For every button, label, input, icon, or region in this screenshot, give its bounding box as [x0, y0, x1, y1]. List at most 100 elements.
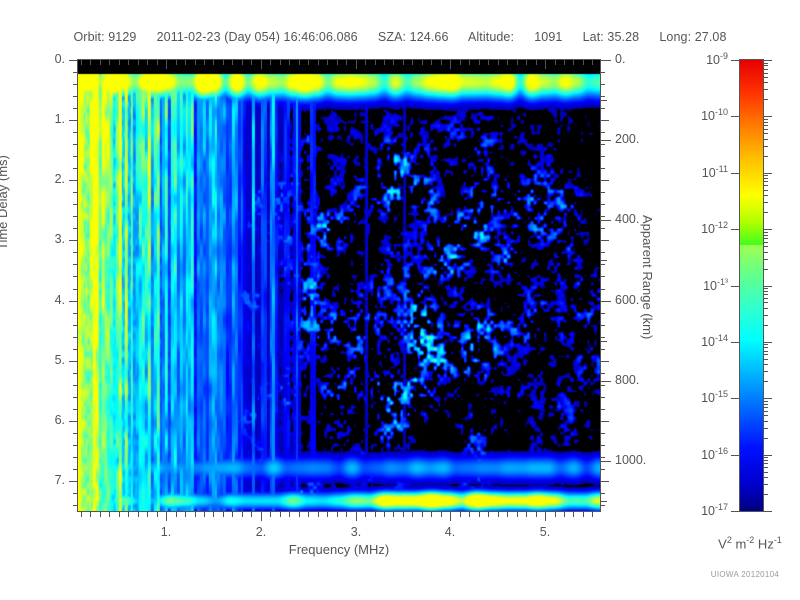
x-minor-tick	[469, 512, 470, 517]
y2-tick-label: 0.	[615, 52, 626, 66]
x-axis-title: Frequency (MHz)	[288, 542, 390, 557]
y-minor-tick	[73, 204, 78, 205]
x-tick-top	[81, 60, 82, 65]
colorbar-minor-tick	[763, 404, 768, 405]
y-minor-tick	[73, 445, 78, 446]
x-minor-tick	[375, 512, 376, 517]
colorbar-minor-tick	[763, 415, 768, 416]
colorbar-major-tick	[763, 455, 772, 456]
x-tick-top	[109, 60, 110, 65]
x-tick-label: 4.	[444, 525, 456, 539]
y-tick-right-mirror	[600, 216, 605, 217]
colorbar-minor-tick	[763, 381, 768, 382]
colorbar-major-tick-left	[731, 342, 740, 343]
header-altitude-label: Altitude:	[467, 30, 515, 44]
x-tick-top	[270, 60, 271, 65]
x-minor-tick	[147, 512, 148, 517]
y-minor-tick	[73, 493, 78, 494]
y-major-tick	[69, 421, 78, 422]
colorbar-major-tick	[763, 60, 772, 61]
x-tick-top	[403, 60, 404, 65]
y-tick-label-left: 3.	[54, 232, 65, 246]
header-sza-label: SZA:	[377, 30, 407, 44]
x-minor-tick	[195, 512, 196, 517]
colorbar-minor-tick	[763, 235, 768, 236]
x-tick-top	[119, 60, 120, 65]
y-minor-tick	[73, 385, 78, 386]
x-tick-label: 5.	[539, 525, 551, 539]
colorbar	[740, 60, 763, 511]
header-orbit-value: 9129	[108, 30, 137, 44]
y-tick-right-mirror	[600, 325, 605, 326]
colorbar-minor-tick	[763, 351, 768, 352]
colorbar-minor-tick	[763, 457, 768, 458]
colorbar-tick-label: 10-16	[701, 446, 728, 463]
plot-border-bottom	[77, 511, 601, 512]
x-major-tick	[356, 512, 357, 521]
x-minor-tick	[90, 512, 91, 517]
colorbar-major-tick	[763, 173, 772, 174]
x-major-tick	[166, 512, 167, 521]
y-major-tick	[69, 361, 78, 362]
x-minor-tick	[223, 512, 224, 517]
y2-tick-label: 400.	[615, 212, 640, 226]
x-tick-top	[564, 60, 565, 65]
colorbar-tick-label: 10-14	[701, 333, 728, 350]
header-long-value: 27.08	[694, 30, 727, 44]
x-tick-top	[356, 60, 357, 69]
x-tick-top	[450, 60, 451, 69]
y2-major-tick	[601, 220, 611, 221]
x-tick-top	[318, 60, 319, 65]
colorbar-minor-tick	[763, 315, 768, 316]
x-tick-label: 1.	[160, 525, 172, 539]
colorbar-tick-label: 10-12	[701, 220, 728, 237]
x-tick-top	[422, 60, 423, 65]
colorbar-major-tick-left	[731, 398, 740, 399]
x-tick-top	[232, 60, 233, 65]
colorbar-minor-tick	[763, 364, 768, 365]
x-minor-tick	[365, 512, 366, 517]
colorbar-minor-tick	[763, 438, 768, 439]
y-tick-right-mirror	[600, 409, 605, 410]
y-minor-tick	[73, 156, 78, 157]
y-tick-right-mirror	[600, 84, 605, 85]
x-tick-top	[536, 60, 537, 65]
y-minor-tick	[73, 349, 78, 350]
y2-tick-label: 600.	[615, 293, 640, 307]
colorbar-minor-tick	[763, 252, 768, 253]
x-minor-tick	[592, 512, 593, 517]
y-minor-tick	[73, 72, 78, 73]
colorbar-minor-tick	[763, 246, 768, 247]
x-tick-top	[488, 60, 489, 65]
colorbar-minor-tick	[763, 129, 768, 130]
y-tick-right-mirror	[600, 373, 605, 374]
x-minor-tick	[337, 512, 338, 517]
x-tick-top	[365, 60, 366, 65]
x-tick-top	[431, 60, 432, 65]
x-minor-tick	[346, 512, 347, 517]
y2-major-tick	[601, 140, 611, 141]
y-minor-tick	[73, 264, 78, 265]
colorbar-minor-tick	[763, 185, 768, 186]
colorbar-minor-tick	[763, 359, 768, 360]
colorbar-minor-tick	[763, 428, 768, 429]
y-tick-right-mirror	[600, 337, 605, 338]
colorbar-minor-tick	[763, 259, 768, 260]
x-minor-tick	[213, 512, 214, 517]
x-minor-tick	[157, 512, 158, 517]
x-tick-top	[166, 60, 167, 69]
y-minor-tick	[73, 313, 78, 314]
y-minor-tick	[73, 192, 78, 193]
y2-minor-tick	[601, 180, 607, 181]
x-tick-top	[441, 60, 442, 65]
y-minor-tick	[73, 409, 78, 410]
x-minor-tick	[232, 512, 233, 517]
y-tick-right-mirror	[600, 397, 605, 398]
x-tick-top	[147, 60, 148, 65]
colorbar-minor-tick	[763, 190, 768, 191]
y-tick-right-mirror	[600, 252, 605, 253]
x-minor-tick	[460, 512, 461, 517]
colorbar-gradient	[740, 60, 763, 511]
x-tick-top	[100, 60, 101, 65]
colorbar-minor-tick	[763, 494, 768, 495]
